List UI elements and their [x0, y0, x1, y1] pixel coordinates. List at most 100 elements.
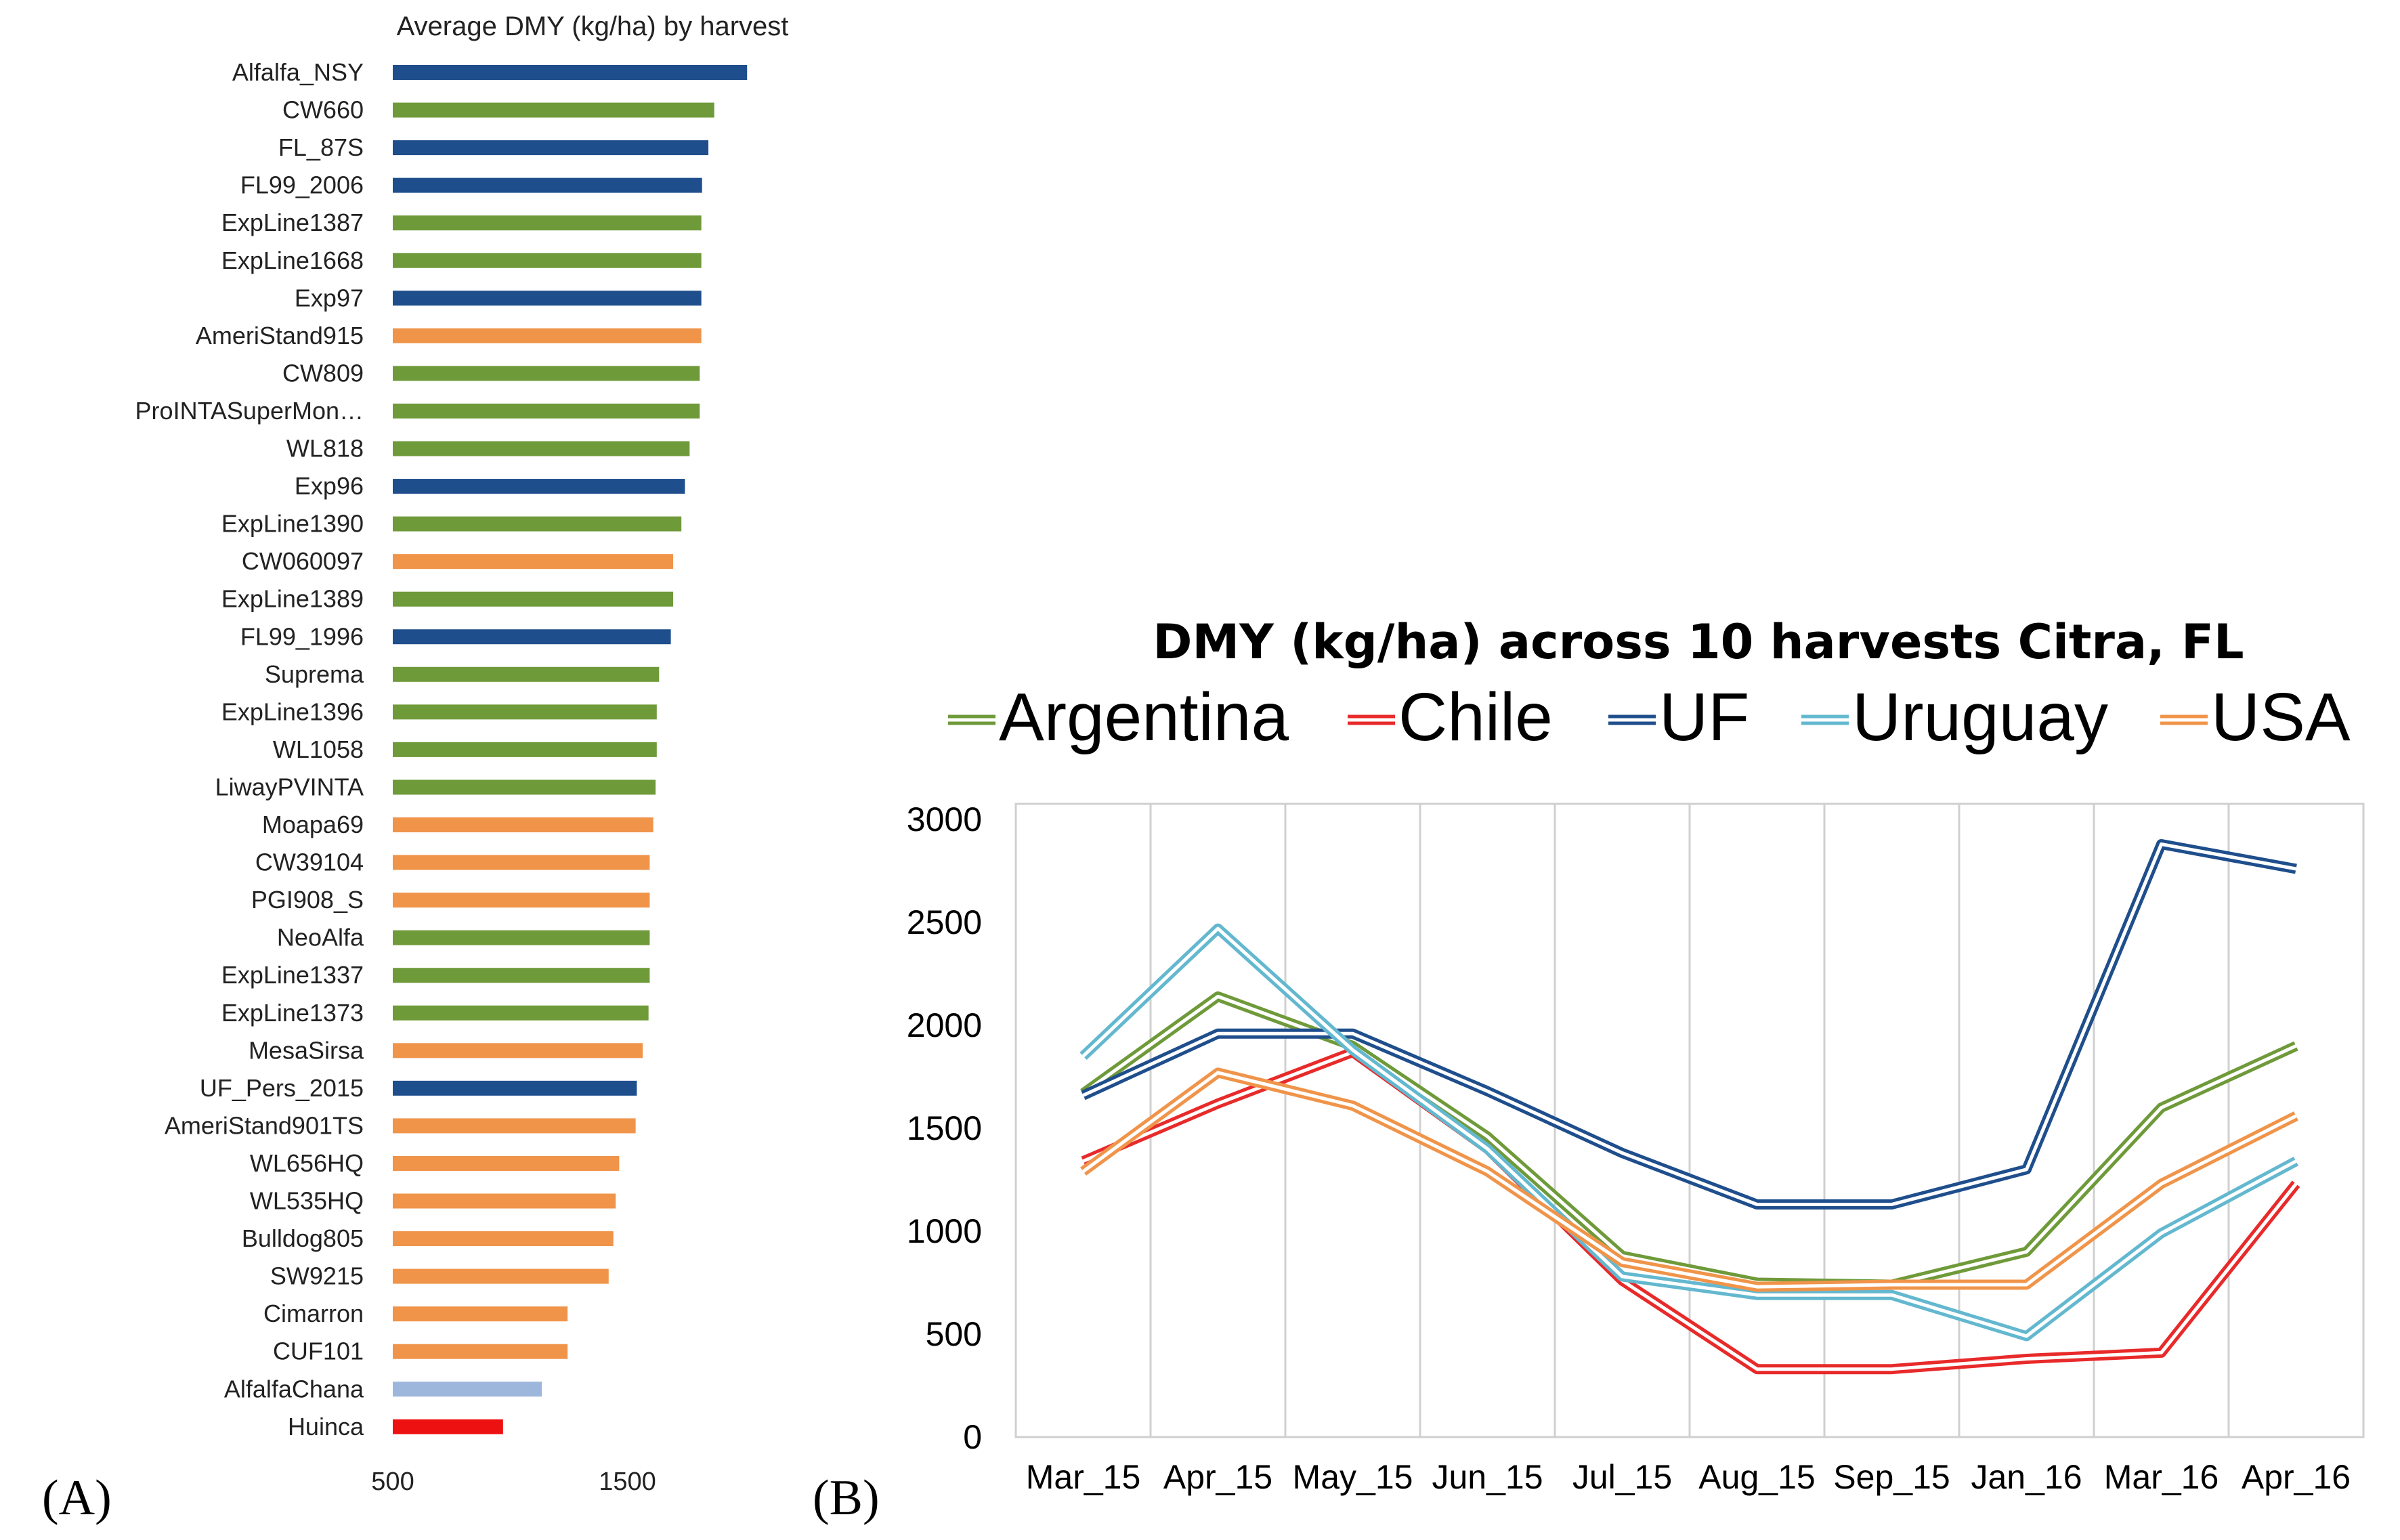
- bar-label-alfalfachana: AlfalfaChana: [224, 1375, 364, 1403]
- bar-x-tick-500: 500: [371, 1468, 414, 1496]
- point-uf-apr-15: [1217, 1032, 1220, 1035]
- bar-label-expline1390: ExpLine1390: [221, 510, 364, 538]
- x-tick-jan-16: Jan_16: [1971, 1458, 2082, 1496]
- point-chile-mar-15: [1082, 1160, 1085, 1163]
- point-usa-jan-16: [2026, 1283, 2028, 1286]
- point-chile-jan-16: [2026, 1357, 2028, 1360]
- bar-bulldog805: [393, 1231, 614, 1247]
- x-tick-sep-15: Sep_15: [1833, 1458, 1950, 1496]
- bar-label-wl656hq: WL656HQ: [250, 1149, 364, 1177]
- x-tick-jul-15: Jul_15: [1572, 1458, 1672, 1496]
- point-argentina-jun-15: [1486, 1135, 1489, 1138]
- y-tick-3000: 3000: [907, 800, 982, 838]
- bar-label-huinca: Huinca: [288, 1413, 364, 1440]
- point-uruguay-aug-15: [1756, 1293, 1759, 1296]
- bar-x-tick-1500: 1500: [599, 1468, 656, 1496]
- legend-label-usa: USA: [2211, 679, 2351, 755]
- bar-label-moapa69: Moapa69: [262, 811, 364, 838]
- bar-fl-87s: [393, 140, 709, 156]
- point-uf-sep-15: [1891, 1203, 1893, 1205]
- bar-label-wl818: WL818: [286, 435, 364, 463]
- point-chile-apr-15: [1217, 1103, 1220, 1105]
- bar-label-mesasirsa: MesaSirsa: [249, 1036, 364, 1064]
- point-uf-jan-16: [2026, 1168, 2028, 1171]
- x-tick-apr-16: Apr_16: [2242, 1458, 2351, 1496]
- bar-label-expline1373: ExpLine1373: [221, 999, 364, 1027]
- bar-alfalfachana: [393, 1382, 542, 1397]
- bar-sw9215: [393, 1268, 609, 1284]
- bar-moapa69: [393, 817, 653, 832]
- legend-label-argentina: Argentina: [999, 679, 1289, 755]
- bar-chart: Average DMY (kg/ha) by harvest Alfalfa_N…: [42, 12, 788, 1526]
- x-tick-mar-15: Mar_15: [1026, 1458, 1141, 1496]
- panel-label-a: (A): [42, 1470, 112, 1526]
- point-usa-apr-16: [2295, 1115, 2298, 1117]
- bar-label-expline1396: ExpLine1396: [221, 698, 364, 725]
- bar-label-fl99-1996: FL99_1996: [240, 622, 364, 650]
- legend-label-uruguay: Uruguay: [1852, 679, 2108, 755]
- line-chart-series: [1079, 839, 2300, 1375]
- point-uruguay-sep-15: [1891, 1293, 1893, 1296]
- y-tick-1500: 1500: [907, 1109, 982, 1147]
- bar-suprema: [393, 666, 660, 682]
- bar-label-fl99-2006: FL99_2006: [240, 171, 364, 199]
- point-usa-mar-16: [2160, 1182, 2163, 1185]
- bar-exp97: [393, 291, 702, 306]
- bar-label-neoalfa: NeoAlfa: [277, 924, 364, 951]
- bar-wl535hq: [393, 1193, 616, 1209]
- series-line-inner-uf: [1082, 842, 2296, 1206]
- bar-label-pgi908-s: PGI908_S: [251, 886, 364, 914]
- point-uruguay-apr-15: [1217, 927, 1220, 930]
- point-chile-apr-16: [2295, 1182, 2298, 1185]
- bar-neoalfa: [393, 930, 650, 945]
- bar-label-exp97: Exp97: [295, 284, 364, 312]
- bar-cimarron: [393, 1306, 568, 1322]
- bar-mesasirsa: [393, 1043, 643, 1058]
- bar-pgi908-s: [393, 893, 650, 908]
- legend-label-uf: UF: [1659, 679, 1749, 755]
- point-usa-may-15: [1352, 1105, 1354, 1107]
- x-tick-apr-15: Apr_15: [1163, 1458, 1272, 1496]
- bar-expline1396: [393, 704, 657, 720]
- bar-label-wl1058: WL1058: [273, 735, 364, 763]
- point-usa-mar-15: [1082, 1170, 1085, 1173]
- bar-label-alfalfa-nsy: Alfalfa_NSY: [232, 58, 364, 86]
- line-chart-title: DMY (kg/ha) across 10 harvests Citra, FL: [1153, 614, 2244, 670]
- point-usa-jul-15: [1621, 1261, 1624, 1264]
- bar-label-fl-87s: FL_87S: [278, 133, 364, 161]
- bar-label-ameristand901ts: AmeriStand901TS: [165, 1111, 364, 1139]
- point-usa-aug-15: [1756, 1285, 1759, 1288]
- bar-expline1373: [393, 1005, 649, 1021]
- point-uf-apr-16: [2295, 868, 2298, 870]
- bar-expline1668: [393, 253, 702, 268]
- bar-cw060097: [393, 554, 674, 570]
- line-chart-y-ticks: 0 500 1000 1500 2000 2500 3000: [907, 800, 982, 1456]
- line-chart-x-ticks: Mar_15 Apr_15 May_15 Jun_15 Jul_15 Aug_15 Sep_…: [1026, 1458, 2351, 1496]
- point-chile-aug-15: [1756, 1368, 1759, 1371]
- bar-cw809: [393, 366, 700, 381]
- bar-wl818: [393, 441, 690, 456]
- bar-label-cw660: CW660: [282, 96, 364, 124]
- bar-label-cw060097: CW060097: [242, 547, 364, 575]
- bar-alfalfa-nsy: [393, 65, 748, 80]
- point-argentina-jan-16: [2026, 1250, 2028, 1253]
- bar-wl656hq: [393, 1155, 620, 1171]
- point-uf-may-15: [1352, 1032, 1354, 1035]
- point-usa-apr-15: [1217, 1071, 1220, 1074]
- series-line-inner-uruguay: [1081, 926, 2297, 1338]
- bar-label-sw9215: SW9215: [270, 1262, 364, 1290]
- bar-expline1389: [393, 591, 674, 607]
- bar-cw39104: [393, 855, 650, 870]
- point-argentina-mar-16: [2160, 1107, 2163, 1109]
- bar-label-expline1337: ExpLine1337: [221, 961, 364, 989]
- point-uf-aug-15: [1756, 1203, 1759, 1205]
- bar-label-ameristand915: AmeriStand915: [196, 322, 364, 349]
- bar-label-expline1387: ExpLine1387: [221, 209, 364, 236]
- bar-ameristand915: [393, 328, 702, 343]
- point-uruguay-mar-16: [2160, 1232, 2163, 1235]
- bar-cuf101: [393, 1344, 568, 1359]
- bar-label-expline1668: ExpLine1668: [221, 247, 364, 274]
- x-tick-mar-16: Mar_16: [2104, 1458, 2219, 1496]
- point-uf-mar-15: [1082, 1094, 1085, 1096]
